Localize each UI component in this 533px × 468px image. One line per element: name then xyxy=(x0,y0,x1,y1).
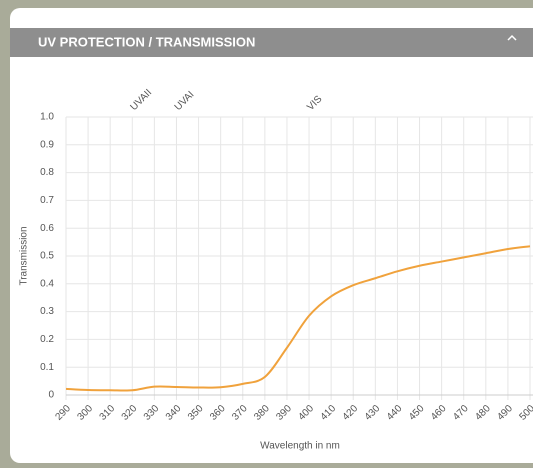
y-tick-label: 0.3 xyxy=(40,306,54,317)
y-tick-label: 1.0 xyxy=(40,112,54,123)
y-tick-label: 0.5 xyxy=(40,251,54,262)
y-tick-label: 0.7 xyxy=(40,195,54,206)
panel-title: UV PROTECTION / TRANSMISSION xyxy=(38,34,255,49)
line-series xyxy=(65,245,531,392)
y-tick-label: 0.6 xyxy=(40,223,54,234)
y-tick-label: 0.9 xyxy=(40,139,54,150)
panel-header[interactable] xyxy=(10,28,533,57)
y-tick-label: 0.4 xyxy=(40,278,54,289)
collapse-caret[interactable] xyxy=(507,34,517,41)
x-axis-label: Wavelength in nm xyxy=(260,441,340,452)
y-tick-label: 0.1 xyxy=(40,362,54,373)
y-tick-label: 0.2 xyxy=(40,334,54,345)
y-axis-label: Transmission xyxy=(19,226,30,285)
y-tick-label: 0.8 xyxy=(40,167,54,178)
panel xyxy=(10,8,533,463)
y-tick-label: 0 xyxy=(48,390,54,401)
